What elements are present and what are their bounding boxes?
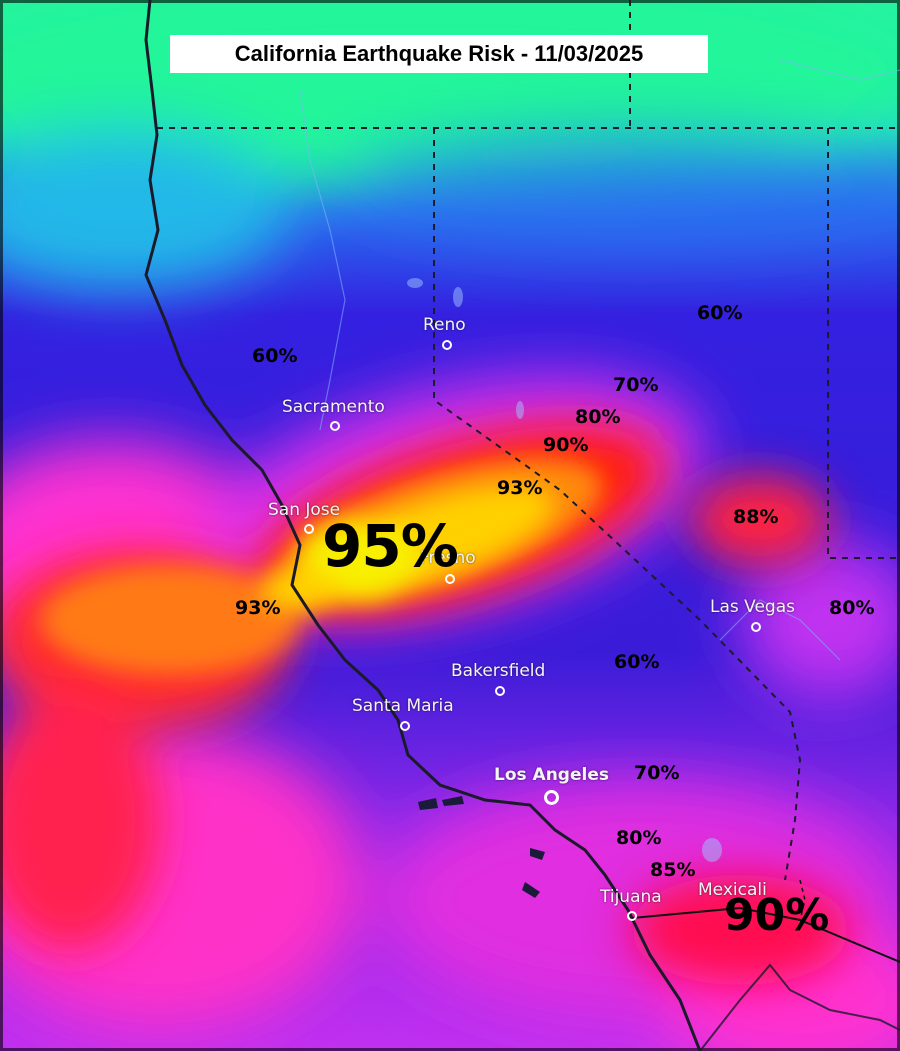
risk-label-mojave-60: 60% <box>614 651 660 673</box>
mexico-border <box>631 906 900 963</box>
city-marker-reno <box>442 340 452 350</box>
risk-label-bay-95: 95% <box>322 512 459 580</box>
map-title: California Earthquake Risk - 11/03/2025 <box>170 35 708 73</box>
city-marker-bakersfield <box>495 686 505 696</box>
city-label-fresno: Fresno <box>420 548 476 568</box>
city-label-sacramento: Sacramento <box>282 397 385 417</box>
risk-label-coast-93: 93% <box>235 597 281 619</box>
risk-label-central-93: 93% <box>497 477 543 499</box>
risk-label-nv-80: 80% <box>575 406 621 428</box>
risk-label-reno-west: 60% <box>252 345 298 367</box>
risk-label-nv-70: 70% <box>613 374 659 396</box>
city-marker-las-vegas <box>751 622 761 632</box>
risk-label-la-70: 70% <box>634 762 680 784</box>
city-marker-santa-maria <box>400 721 410 731</box>
risk-label-border-90: 90% <box>724 890 830 941</box>
city-marker-sacramento <box>330 421 340 431</box>
city-label-mexicali: Mexicali <box>698 880 767 900</box>
city-marker-san-jose <box>304 524 314 534</box>
risk-label-nevada-88: 88% <box>733 506 779 528</box>
city-label-san-jose: San Jose <box>268 500 341 520</box>
risk-label-vegas-east: 80% <box>829 597 875 619</box>
channel-islands <box>418 796 545 898</box>
city-marker-fresno <box>445 574 455 584</box>
water-features <box>299 59 900 661</box>
peak-risk-zone <box>260 485 555 612</box>
risk-label-la-80: 80% <box>616 827 662 849</box>
risk-label-sd-85: 85% <box>650 859 696 881</box>
city-label-reno: Reno <box>423 315 466 335</box>
city-label-bakersfield: Bakersfield <box>451 661 546 681</box>
city-label-santa-maria: Santa Maria <box>352 696 454 716</box>
gulf-coastline <box>699 963 900 1051</box>
coastline <box>144 0 702 1051</box>
risk-label-nv-90: 90% <box>543 434 589 456</box>
city-label-los-angeles: Los Angeles <box>494 765 609 785</box>
risk-label-nevada-north: 60% <box>697 302 743 324</box>
city-label-tijuana: Tijuana <box>600 887 662 907</box>
city-marker-tijuana <box>627 911 637 921</box>
city-label-las-vegas: Las Vegas <box>710 597 795 617</box>
city-marker-los-angeles <box>544 790 559 805</box>
